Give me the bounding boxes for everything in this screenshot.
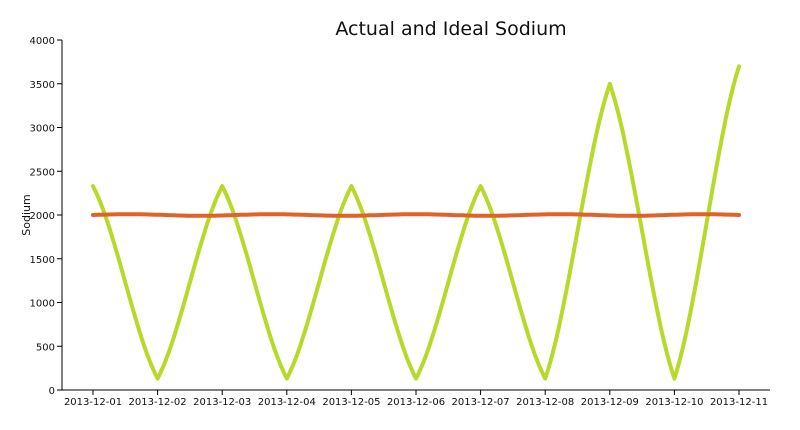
x-tick-label: 2013-12-11 [710,397,768,408]
x-tick-label: 2013-12-10 [645,397,703,408]
chart-title: Actual and Ideal Sodium [335,18,566,40]
x-tick-label: 2013-12-06 [387,397,445,408]
x-tick-label: 2013-12-01 [64,397,122,408]
y-tick-label: 1000 [30,299,55,310]
x-tick-label: 2013-12-05 [322,397,380,408]
series-line-2 [91,212,741,218]
x-tick-label: 2013-12-07 [452,397,510,408]
x-tick-label: 2013-12-08 [516,397,574,408]
x-tick-label: 2013-12-09 [581,397,639,408]
y-tick-label: 1500 [30,255,55,266]
series-line-1 [91,64,741,381]
y-axis-title: Sodium [20,194,33,235]
y-tick-label: 2000 [30,211,55,222]
y-tick-label: 4000 [30,36,55,47]
x-tick-label: 2013-12-02 [129,397,187,408]
y-tick-label: 0 [49,386,55,397]
y-tick-label: 2500 [30,167,55,178]
x-tick-label: 2013-12-03 [193,397,251,408]
x-tick-label: 2013-12-04 [258,397,316,408]
y-tick-label: 3500 [30,80,55,91]
y-tick-label: 500 [36,342,55,353]
y-tick-label: 3000 [30,124,55,135]
